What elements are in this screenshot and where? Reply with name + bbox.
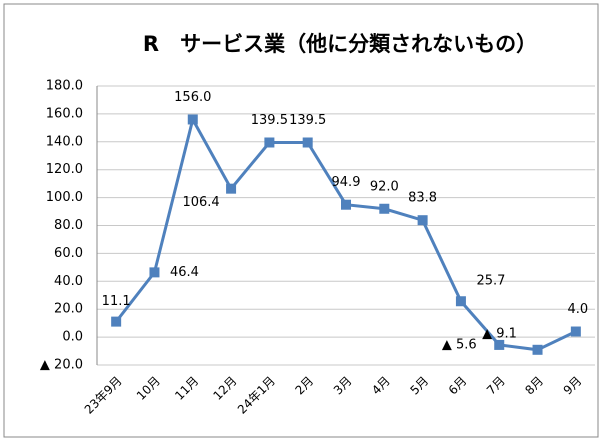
- y-tick-label: 80.0: [54, 218, 83, 233]
- data-label: 92.0: [370, 179, 399, 194]
- y-tick-label: 20.0: [54, 302, 83, 317]
- y-tick-label: ▲ 20.0: [40, 358, 83, 373]
- data-label: 106.4: [182, 195, 219, 210]
- point-marker: [111, 316, 122, 327]
- point-marker: [379, 203, 390, 214]
- data-label: 4.0: [568, 302, 589, 317]
- y-tick-label: 180.0: [46, 79, 83, 94]
- y-tick-label: 160.0: [46, 106, 83, 121]
- point-marker: [455, 296, 466, 307]
- point-marker: [570, 326, 581, 337]
- data-label: ▲ 9.1: [482, 326, 517, 341]
- point-marker: [341, 199, 351, 210]
- y-tick-label: 100.0: [46, 190, 83, 205]
- data-label: 94.9: [332, 175, 361, 190]
- data-label: 83.8: [408, 191, 437, 206]
- point-marker: [264, 137, 275, 148]
- y-tick-label: 0.0: [62, 330, 83, 345]
- data-label: ▲ 5.6: [442, 337, 477, 352]
- y-tick-label: 60.0: [54, 246, 83, 261]
- data-label: 46.4: [170, 265, 199, 280]
- data-label: 11.1: [102, 294, 131, 309]
- point-marker: [532, 344, 543, 355]
- chart-border: [3, 3, 599, 438]
- chart-title: R サービス業（他に分類されないもの）: [143, 32, 537, 56]
- y-tick-label: 40.0: [54, 274, 83, 289]
- data-label: 25.7: [476, 274, 505, 289]
- point-marker: [187, 114, 198, 125]
- data-label: 156.0: [174, 90, 211, 105]
- point-marker: [226, 183, 237, 194]
- point-marker: [149, 267, 160, 278]
- data-label: 139.5: [289, 113, 326, 128]
- point-marker: [417, 215, 428, 226]
- y-tick-label: 140.0: [46, 134, 83, 149]
- y-tick-label: 120.0: [46, 162, 83, 177]
- point-marker: [494, 339, 505, 350]
- point-marker: [302, 137, 313, 148]
- data-label: 139.5: [251, 113, 288, 128]
